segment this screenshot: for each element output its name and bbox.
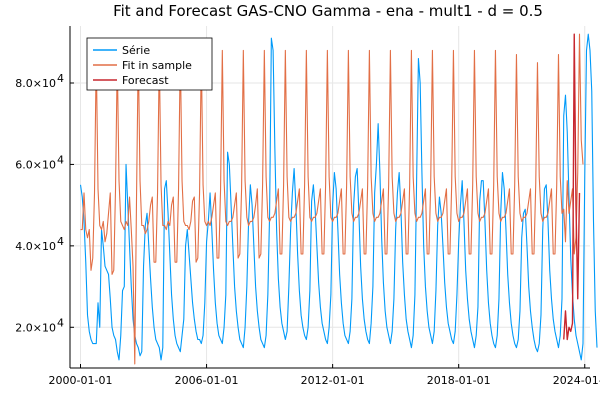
legend-label-1: Série: [122, 44, 150, 57]
chart-title: Fit and Forecast GAS-CNO Gamma - ena - m…: [113, 2, 543, 20]
x-tick-label: 2006-01-01: [175, 374, 239, 387]
legend: Série Fit in sample Forecast: [86, 37, 213, 91]
y-tick-label: 4.0×10: [15, 240, 56, 253]
legend-label-2: Fit in sample: [122, 59, 192, 72]
legend-label-3: Forecast: [122, 74, 169, 87]
legend-box: [86, 37, 213, 91]
series-line-3: [563, 33, 581, 341]
y-tick-exponent: 4: [57, 72, 64, 85]
plot-area: [79, 33, 598, 365]
y-tick-label: 2.0×10: [15, 321, 56, 334]
x-tick-label: 2018-01-01: [427, 374, 491, 387]
series-line-1: [79, 33, 598, 361]
axes: 2000-01-01 2006-01-01 2012-01-01 2018-01-01…: [15, 26, 600, 387]
y-tick-label: 8.0×10: [15, 77, 56, 90]
series-line-2: [80, 33, 584, 365]
y-tick-exponent: 4: [57, 153, 64, 166]
y-tick-exponent: 4: [57, 235, 64, 248]
x-tick-label: 2000-01-01: [49, 374, 113, 387]
x-tick-label: 2012-01-01: [301, 374, 365, 387]
y-tick-exponent: 4: [57, 316, 64, 329]
y-tick-label: 6.0×10: [15, 158, 56, 171]
x-tick-label: 2024-01-01: [553, 374, 600, 387]
